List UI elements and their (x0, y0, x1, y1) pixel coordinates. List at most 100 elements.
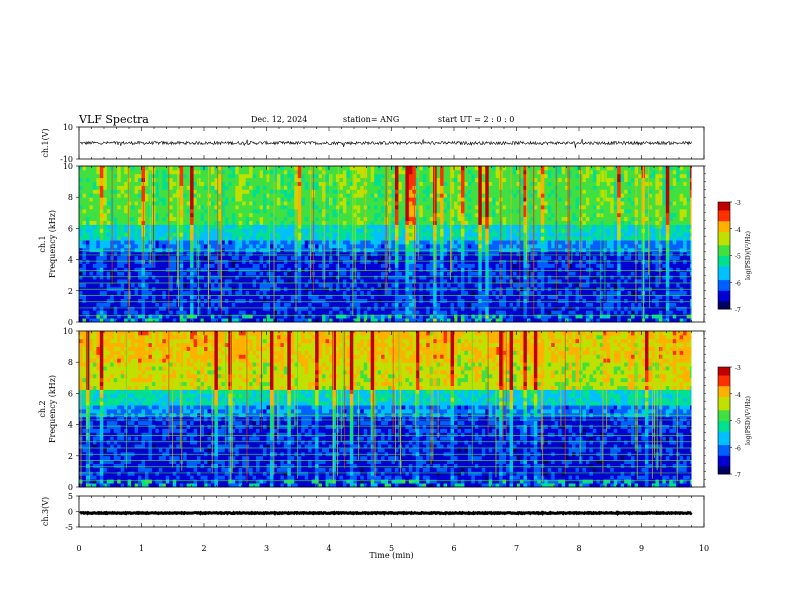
spectrogram-cell (502, 259, 507, 264)
spectrogram-cell (273, 232, 278, 237)
spectrogram-cell (419, 259, 424, 264)
spectrogram-cell (231, 314, 236, 319)
spectrogram-cell (374, 298, 379, 303)
spectrogram-cell (544, 251, 549, 257)
spectrogram-cell (138, 232, 142, 237)
spectrogram-cell (214, 310, 219, 315)
spectrogram-cell (318, 255, 323, 260)
spectrogram-cell (530, 318, 535, 323)
spectrogram-cell (631, 259, 635, 264)
spectrogram-cell (394, 244, 399, 249)
spectrogram-cell (672, 255, 677, 260)
spectrogram-cell (631, 271, 635, 276)
spectrogram-cell (165, 244, 170, 249)
spectrogram-cell (401, 251, 406, 257)
spectrogram-cell (426, 318, 431, 323)
spectrogram-cell (346, 314, 351, 319)
spectrogram-cell (221, 216, 226, 221)
spectrogram-cell (151, 267, 156, 272)
spectrogram-cell (85, 318, 90, 323)
spectrogram-cell (377, 220, 382, 225)
spectrogram-cell (519, 279, 524, 284)
spectrogram-cell (315, 232, 319, 237)
spectrogram-cell (335, 294, 340, 299)
spectrogram-cell (151, 306, 156, 311)
spectrogram-cell (624, 251, 629, 257)
spectrogram-cell (481, 271, 486, 276)
spectrogram-cell (488, 314, 493, 319)
spectrogram-cell (516, 251, 521, 257)
spectrogram-cell (367, 263, 372, 268)
spectrogram-cell (315, 240, 319, 245)
spectrogram-cell (214, 283, 219, 288)
spectrogram-cell (131, 290, 135, 296)
spectrogram-cell (603, 310, 608, 315)
spectrogram-cell (467, 314, 472, 319)
spectrogram-cell (426, 232, 431, 237)
spectrogram-cell (506, 263, 510, 268)
spectrogram-cell (561, 224, 566, 229)
spectrogram-cell (179, 318, 184, 323)
spectrogram-cell (516, 236, 521, 241)
spectrogram-cell (141, 267, 146, 272)
spectrogram-cell (679, 275, 684, 280)
spectrogram-cell (495, 290, 500, 296)
spectrogram-cell (204, 236, 208, 241)
spectrogram-cell (217, 216, 222, 221)
spectrogram-cell (572, 263, 576, 268)
spectrogram-cell (193, 310, 198, 315)
waveform-trace (79, 138, 692, 149)
spectrogram-cell (485, 216, 490, 221)
spectrogram-cell (443, 271, 448, 276)
spectrogram-cell (478, 216, 483, 221)
spectrogram-cell (405, 306, 410, 311)
spectrogram-cell (502, 251, 507, 257)
spectrogram-cell (589, 310, 594, 315)
spectrogram-cell (613, 294, 618, 299)
spectrogram-cell (488, 263, 493, 268)
spectrogram-cell (297, 224, 302, 229)
spectrogram-cell (197, 212, 201, 218)
spectrogram-cell (447, 240, 451, 245)
spectrogram-cell (249, 212, 254, 218)
spectrogram-cell (454, 271, 458, 276)
spectrogram-cell (138, 228, 142, 233)
spectrogram-cell (92, 310, 97, 315)
spectrogram-cell (585, 310, 590, 315)
spectrogram-cell (308, 318, 313, 323)
spectrogram-cell (575, 216, 580, 221)
spectrogram-cell (419, 220, 424, 225)
spectrogram-cell (429, 212, 434, 218)
spectrogram-cell (280, 240, 285, 245)
spectrogram-cell (99, 240, 104, 245)
spectrogram-cell (457, 240, 462, 245)
spectrogram-cell (415, 298, 420, 303)
spectrogram-cell (186, 298, 191, 303)
spectrogram-cell (172, 283, 177, 288)
spectrogram-cell (374, 310, 379, 315)
spectrogram-cell (162, 255, 167, 260)
figure-title: VLF Spectra (79, 113, 149, 126)
spectrogram-cell (197, 263, 201, 268)
spectrogram-cell (575, 275, 580, 280)
spectrogram-cell (339, 267, 344, 272)
spectrogram-cell (620, 283, 625, 288)
spectrogram-cell (179, 302, 184, 307)
spectrogram-cell (676, 240, 681, 245)
spectrogram-cell (134, 290, 139, 296)
spectrogram-cell (464, 310, 469, 315)
spectrogram-cell (186, 240, 191, 245)
spectrogram-cell (662, 244, 667, 249)
spectrogram-cell (228, 240, 233, 245)
spectrogram-cell (440, 240, 444, 245)
spectrogram-cell (283, 240, 288, 245)
spectrogram-cell (103, 255, 108, 260)
spectrogram-cell (599, 232, 604, 237)
spectrogram-cell (558, 259, 563, 264)
spectrogram-cell (238, 279, 243, 284)
spectrogram-cell (464, 314, 469, 319)
spectrogram-cell (315, 290, 319, 296)
spectrogram-cell (426, 306, 431, 311)
spectrogram-cell (339, 263, 344, 268)
spectrogram-cell (339, 310, 344, 315)
